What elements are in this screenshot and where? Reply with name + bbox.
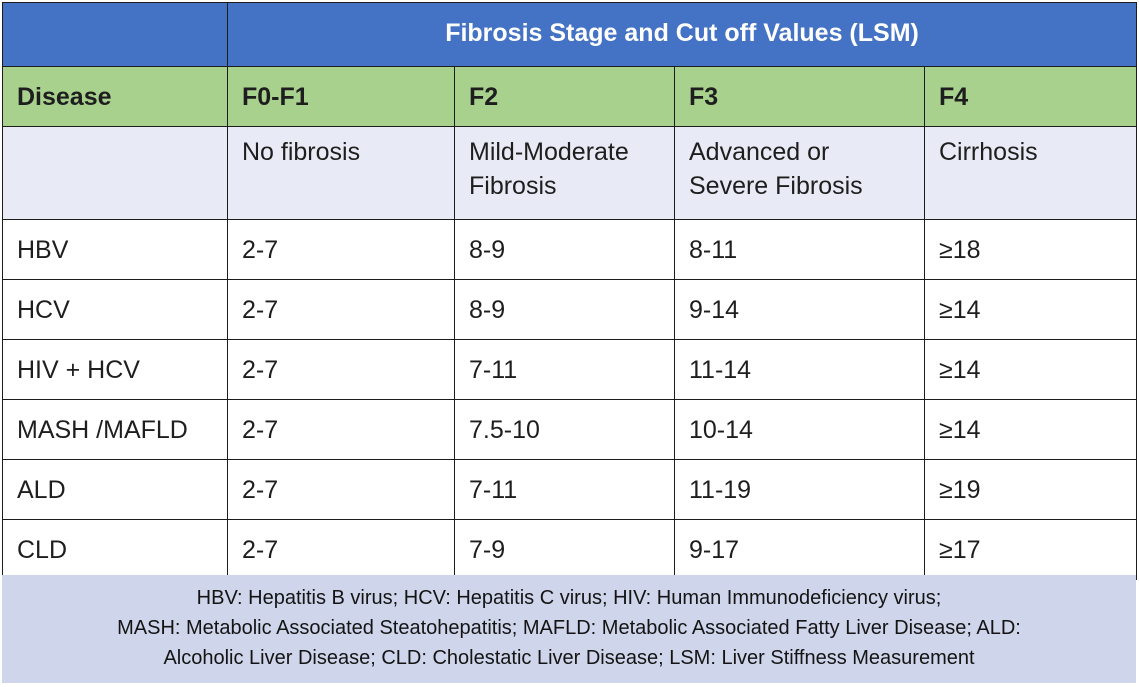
f0f1-cell: 2-7 (227, 219, 455, 280)
f0f1-cell: 2-7 (227, 519, 455, 580)
disease-cell: CLD (2, 519, 228, 580)
f0f1-cell: 2-7 (227, 459, 455, 520)
desc-f2-line1: Mild-Moderate (469, 138, 629, 166)
disease-cell: MASH /MAFLD (2, 399, 228, 460)
f4-cell: ≥19 (923, 459, 1138, 520)
desc-f0f1: No fibrosis (227, 126, 455, 220)
disease-cell: HIV + HCV (2, 339, 228, 400)
desc-f2-line2: Fibrosis (469, 172, 557, 200)
f2-cell: 7-9 (454, 519, 675, 580)
desc-f2: Mild-Moderate Fibrosis (454, 126, 675, 220)
header-disease: Disease (2, 66, 228, 127)
f0f1-cell: 2-7 (227, 339, 455, 400)
f2-cell: 8-9 (454, 219, 675, 280)
header-row: Disease F0-F1 F2 F3 F4 (2, 66, 1138, 127)
f4-cell: ≥18 (923, 219, 1138, 280)
desc-f4: Cirrhosis (923, 126, 1138, 220)
header-f3: F3 (674, 66, 925, 127)
desc-empty-cell (2, 126, 228, 220)
disease-cell: ALD (2, 459, 228, 520)
table-row: HIV + HCV 2-7 7-11 11-14 ≥14 (2, 339, 1138, 400)
table-row: ALD 2-7 7-11 11-19 ≥19 (2, 459, 1138, 520)
table-row: HBV 2-7 8-9 8-11 ≥18 (2, 219, 1138, 280)
disease-cell: HBV (2, 219, 228, 280)
header-f2: F2 (454, 66, 675, 127)
f4-cell: ≥14 (923, 339, 1138, 400)
f3-cell: 9-17 (674, 519, 925, 580)
desc-f3: Advanced or Severe Fibrosis (674, 126, 925, 220)
f4-cell: ≥14 (923, 279, 1138, 340)
f3-cell: 11-14 (674, 339, 925, 400)
table-title: Fibrosis Stage and Cut off Values (LSM) (226, 2, 1138, 67)
f3-cell: 8-11 (674, 219, 925, 280)
footnote-line: Alcoholic Liver Disease; CLD: Cholestati… (163, 647, 975, 669)
fibrosis-table: Fibrosis Stage and Cut off Values (LSM) … (2, 2, 1138, 580)
footnote-line: HBV: Hepatitis B virus; HCV: Hepatitis C… (196, 587, 942, 609)
f3-cell: 11-19 (674, 459, 925, 520)
description-row: No fibrosis Mild-Moderate Fibrosis Advan… (2, 126, 1138, 220)
table-row: MASH /MAFLD 2-7 7.5-10 10-14 ≥14 (2, 399, 1138, 460)
f3-cell: 10-14 (674, 399, 925, 460)
desc-f3-line2: Severe Fibrosis (689, 172, 863, 200)
title-row: Fibrosis Stage and Cut off Values (LSM) (2, 2, 1138, 67)
f2-cell: 7-11 (454, 339, 675, 400)
desc-f3-line1: Advanced or (689, 138, 830, 166)
f2-cell: 8-9 (454, 279, 675, 340)
f3-cell: 9-14 (674, 279, 925, 340)
header-f0f1: F0-F1 (227, 66, 455, 127)
title-empty-cell (2, 2, 228, 67)
disease-cell: HCV (2, 279, 228, 340)
header-f4: F4 (923, 66, 1138, 127)
f0f1-cell: 2-7 (227, 399, 455, 460)
f2-cell: 7-11 (454, 459, 675, 520)
f4-cell: ≥17 (923, 519, 1138, 580)
f2-cell: 7.5-10 (454, 399, 675, 460)
footnote: HBV: Hepatitis B virus; HCV: Hepatitis C… (2, 575, 1136, 683)
table-row: HCV 2-7 8-9 9-14 ≥14 (2, 279, 1138, 340)
f4-cell: ≥14 (923, 399, 1138, 460)
table-row: CLD 2-7 7-9 9-17 ≥17 (2, 519, 1138, 580)
f0f1-cell: 2-7 (227, 279, 455, 340)
footnote-line: MASH: Metabolic Associated Steatohepatit… (117, 617, 1021, 639)
